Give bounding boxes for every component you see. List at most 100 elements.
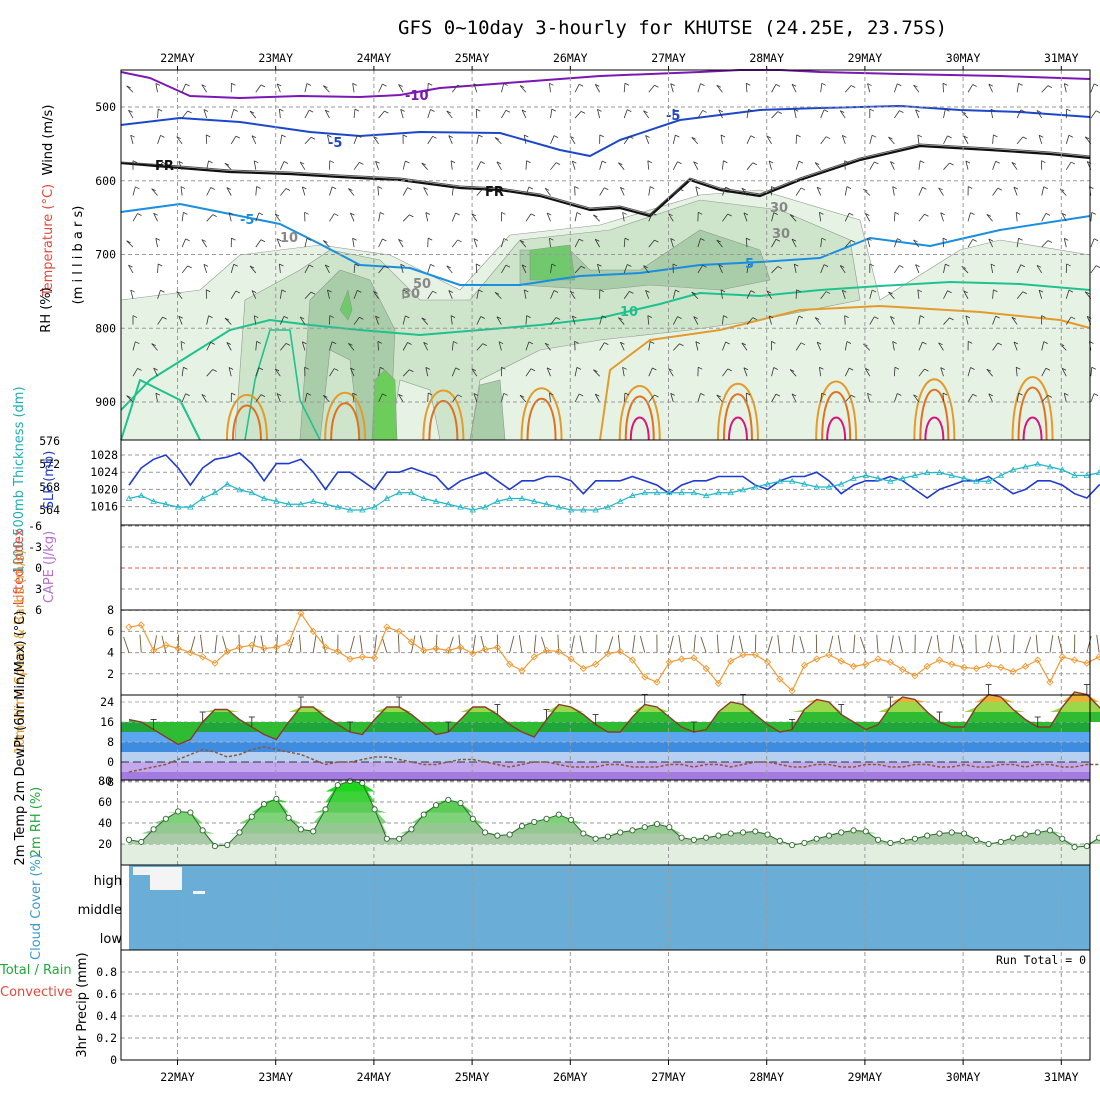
wind-speed-point: [567, 655, 575, 663]
rh-point: [1034, 829, 1041, 836]
wind-barb: [324, 109, 330, 119]
wind-barb-flag: [354, 108, 360, 112]
wind-barb: [176, 136, 183, 145]
wind-barb-flag: [654, 84, 659, 88]
temp-area-fill: [129, 692, 1100, 745]
thickness-point: [432, 498, 440, 504]
thickness-point: [420, 495, 427, 501]
wind-barb: [673, 188, 680, 196]
wind-barb-flag: [201, 84, 206, 88]
wind-speed-point: [370, 654, 379, 662]
x-tick-top: 26MAY: [553, 51, 588, 65]
wind-barb-flag: [1022, 291, 1028, 295]
temp-area-hot: [129, 692, 1100, 702]
wind-barb-flag: [425, 212, 431, 215]
wind-barb: [1041, 341, 1045, 351]
wind-barb-flag: [1087, 315, 1092, 319]
wind-barb-flag: [398, 393, 403, 397]
wind-barb: [1063, 393, 1067, 403]
wind-barb-flag: [478, 134, 483, 138]
surface-wind-barb: [951, 634, 955, 653]
wind-barb-flag: [748, 108, 753, 112]
surface-wind-barb: [410, 635, 416, 653]
wind-barb: [178, 161, 183, 170]
wind-barb-flag: [325, 264, 330, 268]
contour-label: 30: [772, 227, 790, 242]
rh-point: [911, 835, 918, 842]
wind-barb: [672, 161, 678, 170]
wind-barb: [746, 290, 752, 299]
wind-barb-flag: [972, 84, 977, 87]
wind-barb-flag: [850, 239, 856, 243]
thickness-point: [543, 500, 550, 507]
wind-barb: [230, 135, 237, 145]
wind-barb: [1016, 136, 1024, 145]
wind-barb-flag: [965, 160, 971, 164]
thickness-point: [224, 480, 231, 487]
wind-barb-flag: [151, 343, 156, 346]
wind-barb: [992, 342, 999, 351]
temp-band: [121, 732, 1090, 742]
wind-barb: [620, 187, 625, 196]
rh-point: [653, 821, 661, 828]
wind-barb: [201, 394, 208, 403]
wind-barb: [181, 238, 187, 248]
wind-barb: [943, 264, 946, 274]
thickness-point: [285, 500, 292, 507]
wind-barb: [766, 135, 772, 145]
wind-speed-point: [874, 655, 882, 663]
wind-barb: [918, 315, 921, 325]
wind-barb-flag: [599, 134, 604, 138]
surface-wind-barb: [617, 634, 621, 653]
wind-barb-flag: [1043, 341, 1048, 344]
wind-barb: [746, 264, 749, 274]
wind-barb: [720, 289, 723, 299]
wind-barb: [402, 187, 408, 196]
wind-barb-flag: [249, 265, 255, 269]
x-axis-top: 22MAY 23MAY 24MAY 25MAY 26MAY 27MAY 28MAY 29MAY…: [160, 51, 1079, 70]
surface-wind-barb: [898, 635, 904, 653]
wind-barb-flag: [405, 315, 410, 319]
wind-barb-flag: [519, 239, 525, 243]
wind-barb: [623, 109, 628, 119]
wind-barb-flag: [549, 237, 554, 241]
wind-barb: [329, 368, 335, 377]
rh-point: [1071, 844, 1078, 851]
wind-barb-flag: [228, 367, 234, 370]
wind-barb-flag: [997, 187, 1002, 191]
wind-barb: [280, 343, 287, 351]
thickness-point: [739, 486, 747, 493]
wind-barb-flag: [1013, 341, 1019, 345]
wind-barb: [918, 213, 925, 222]
wind-barb: [180, 186, 183, 196]
wind-barb-flag: [940, 212, 945, 216]
wind-barb-flag: [281, 134, 286, 138]
wind-barb-flag: [720, 289, 726, 293]
wind-speed-point: [272, 643, 280, 651]
wind-barb-flag: [276, 238, 282, 242]
wind-barb-flag: [160, 135, 165, 138]
wind-barb: [451, 367, 457, 377]
wind-barb-flag: [691, 291, 696, 295]
rh-tick: 60: [98, 795, 112, 809]
rh-point: [1022, 831, 1029, 838]
wind-barb-flag: [185, 83, 190, 87]
wind-barb-flag: [521, 264, 527, 268]
wind-barb: [402, 160, 406, 170]
diurnal-contour: [330, 402, 361, 441]
wind-barb-flag: [942, 82, 948, 86]
wind-barb-flag: [379, 212, 385, 215]
surface-wind-barb: [123, 636, 130, 653]
diurnal-contour-warm: [629, 416, 650, 441]
wind-barb: [913, 239, 920, 248]
wind-barb: [771, 367, 775, 377]
wind-barb-flag: [276, 393, 282, 396]
wind-barb: [126, 85, 134, 93]
wind-barb: [301, 186, 306, 196]
wind-speed-point: [960, 663, 968, 672]
wind-barb-flag: [1047, 240, 1053, 243]
cloud-tick: middle: [78, 903, 122, 918]
rh-point: [752, 828, 759, 835]
diurnal-contour: [1011, 376, 1054, 441]
wind-barb: [132, 186, 136, 196]
